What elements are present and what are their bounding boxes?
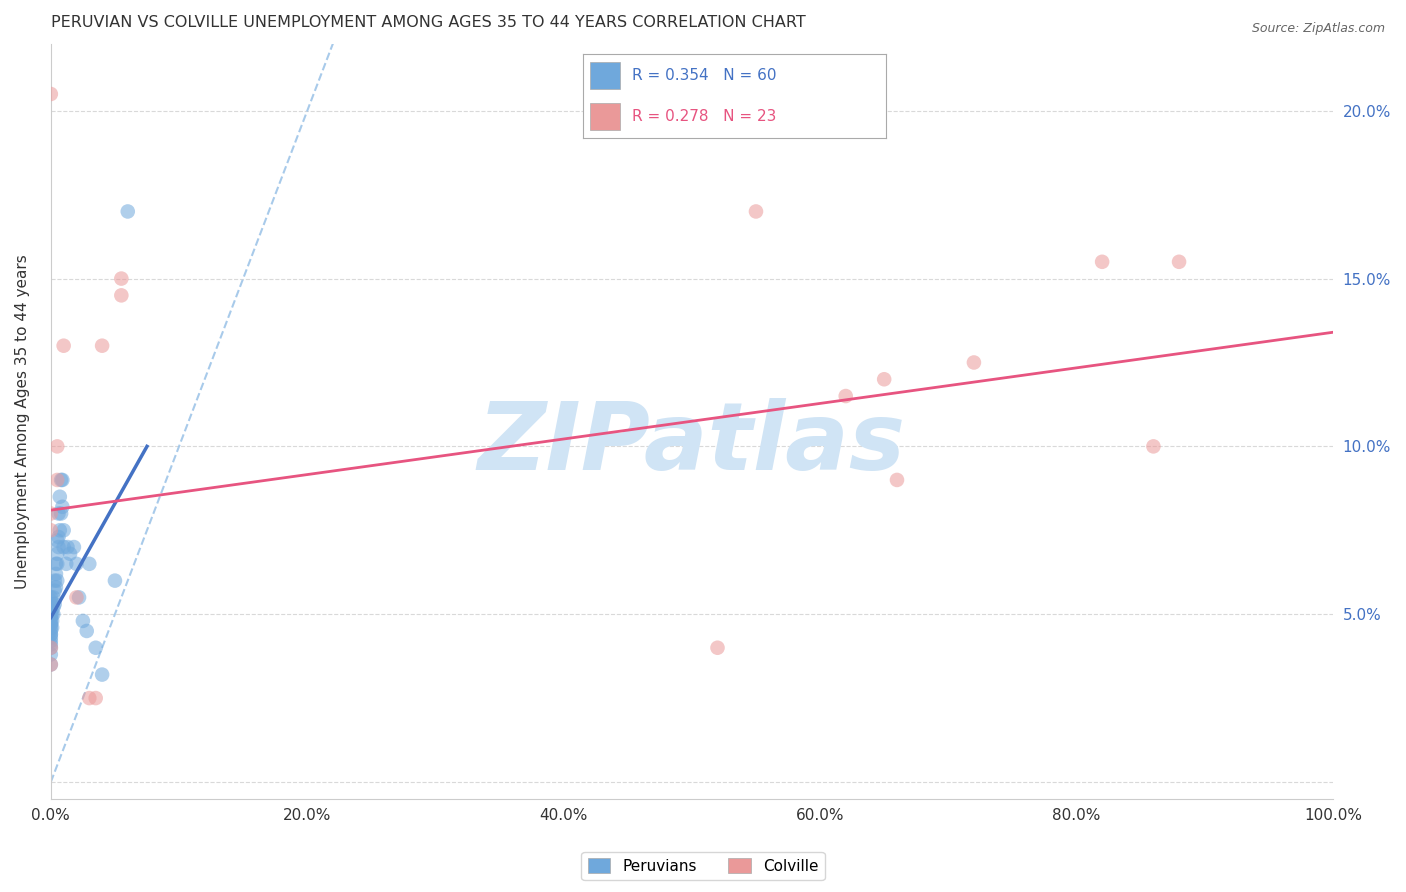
Point bbox=[39, 621, 62, 635]
Point bbox=[49, 507, 72, 521]
Point bbox=[67, 591, 90, 605]
Text: PERUVIAN VS COLVILLE UNEMPLOYMENT AMONG AGES 35 TO 44 YEARS CORRELATION CHART: PERUVIAN VS COLVILLE UNEMPLOYMENT AMONG … bbox=[51, 15, 806, 30]
Point bbox=[91, 667, 114, 681]
Text: R = 0.278   N = 23: R = 0.278 N = 23 bbox=[631, 109, 776, 124]
Point bbox=[39, 597, 62, 611]
Point bbox=[44, 597, 66, 611]
Point bbox=[110, 288, 132, 302]
Text: R = 0.354   N = 60: R = 0.354 N = 60 bbox=[631, 68, 776, 83]
Point bbox=[45, 580, 67, 594]
Point bbox=[41, 607, 63, 622]
Point bbox=[76, 624, 98, 638]
Point bbox=[39, 631, 62, 645]
Point bbox=[1091, 255, 1114, 269]
Point bbox=[59, 547, 82, 561]
Point bbox=[44, 574, 66, 588]
Point bbox=[39, 593, 62, 607]
Point bbox=[706, 640, 728, 655]
Point bbox=[39, 637, 62, 651]
Point bbox=[79, 691, 101, 706]
Point bbox=[46, 533, 69, 548]
Point bbox=[39, 507, 62, 521]
Point bbox=[1168, 255, 1191, 269]
Point bbox=[41, 614, 63, 628]
Point bbox=[39, 627, 62, 641]
Bar bbox=[589, 103, 620, 130]
Point bbox=[79, 557, 101, 571]
Point bbox=[41, 621, 63, 635]
Point bbox=[39, 607, 62, 622]
Point bbox=[46, 574, 69, 588]
Legend: Peruvians, Colville: Peruvians, Colville bbox=[582, 852, 824, 880]
Point bbox=[39, 523, 62, 537]
Point bbox=[39, 657, 62, 672]
Point bbox=[65, 557, 87, 571]
Point bbox=[46, 473, 69, 487]
Point bbox=[39, 610, 62, 624]
Point bbox=[39, 640, 62, 655]
Point bbox=[91, 339, 114, 353]
Point bbox=[48, 507, 70, 521]
Point bbox=[39, 640, 62, 655]
Point bbox=[39, 624, 62, 638]
Point bbox=[39, 614, 62, 628]
Y-axis label: Unemployment Among Ages 35 to 44 years: Unemployment Among Ages 35 to 44 years bbox=[15, 254, 30, 589]
Point bbox=[39, 87, 62, 101]
Point bbox=[39, 600, 62, 615]
Point bbox=[963, 355, 986, 369]
Point bbox=[51, 473, 73, 487]
Point bbox=[104, 574, 127, 588]
Point bbox=[48, 540, 70, 554]
Point bbox=[110, 271, 132, 285]
Point bbox=[44, 583, 66, 598]
Point bbox=[72, 614, 94, 628]
Point bbox=[42, 607, 65, 622]
Point bbox=[56, 540, 79, 554]
Point bbox=[39, 627, 62, 641]
Point bbox=[55, 557, 77, 571]
Point bbox=[39, 604, 62, 618]
Point bbox=[84, 691, 107, 706]
Bar bbox=[589, 62, 620, 89]
Point bbox=[49, 473, 72, 487]
Point bbox=[835, 389, 858, 403]
Point bbox=[45, 566, 67, 581]
Point bbox=[39, 617, 62, 632]
Point bbox=[39, 634, 62, 648]
Point bbox=[52, 523, 75, 537]
Point bbox=[39, 617, 62, 632]
Point bbox=[46, 439, 69, 453]
Point bbox=[42, 591, 65, 605]
Point bbox=[45, 557, 67, 571]
Point bbox=[65, 591, 87, 605]
Point bbox=[1142, 439, 1164, 453]
Text: Source: ZipAtlas.com: Source: ZipAtlas.com bbox=[1251, 22, 1385, 36]
Point bbox=[51, 500, 73, 514]
Point bbox=[46, 547, 69, 561]
Point bbox=[117, 204, 139, 219]
Point bbox=[49, 490, 72, 504]
Point bbox=[39, 657, 62, 672]
Point bbox=[745, 204, 768, 219]
Point bbox=[46, 557, 69, 571]
Point bbox=[873, 372, 896, 386]
Point bbox=[39, 648, 62, 662]
Point bbox=[49, 523, 72, 537]
Point bbox=[63, 540, 86, 554]
Point bbox=[886, 473, 908, 487]
Point bbox=[39, 591, 62, 605]
Point bbox=[52, 540, 75, 554]
Text: ZIPatlas: ZIPatlas bbox=[478, 398, 905, 490]
Point bbox=[84, 640, 107, 655]
Point bbox=[48, 530, 70, 544]
Point bbox=[42, 600, 65, 615]
Point bbox=[52, 339, 75, 353]
